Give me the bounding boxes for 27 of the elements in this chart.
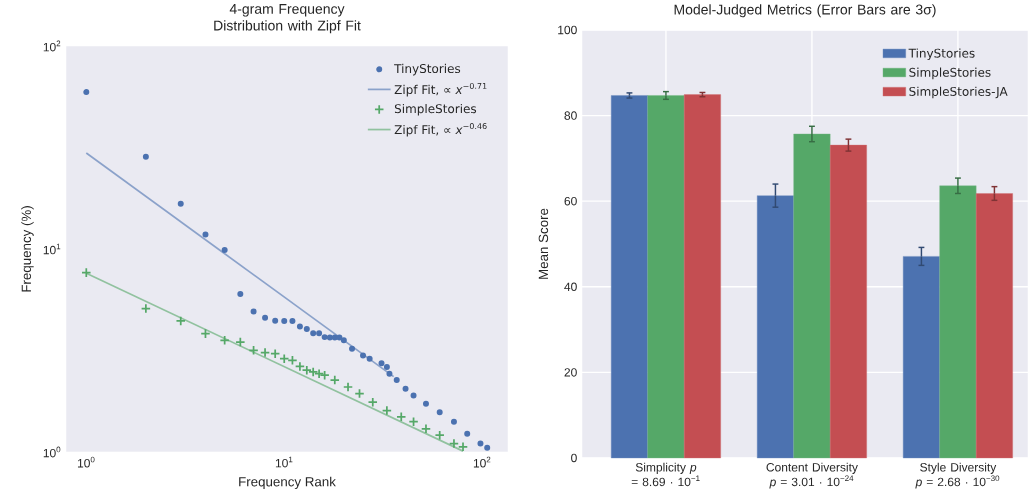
x-axis-title: Frequency Rank xyxy=(239,476,336,490)
y-tick-label: 100 xyxy=(558,25,577,35)
y-tick-label: 40 xyxy=(564,282,577,292)
legend-label: SimpleStories xyxy=(909,67,991,80)
y-tick-label: 10$^{0}$ xyxy=(43,446,61,458)
x-tick-label: 10$^{2}$ xyxy=(473,456,491,468)
x-tick-label: 10$^{1}$ xyxy=(275,456,293,468)
x-tick-label: Simplicity p = 8.69 · 10$^{−1}$ xyxy=(631,462,700,487)
legend-label: SimpleStories-JA xyxy=(909,86,1008,99)
legend-label: SimpleStories xyxy=(394,103,477,116)
chart-title: Model-Judged Metrics (Error Bars are 3σ) xyxy=(674,4,936,18)
x-tick-label: 10$^{0}$ xyxy=(77,456,95,468)
y-tick-label: 0 xyxy=(571,453,577,463)
y-tick-label: 60 xyxy=(564,196,577,206)
y-axis-title: Mean Score xyxy=(538,208,549,279)
legend-label: TinyStories xyxy=(908,48,975,61)
legend-label: TinyStories xyxy=(394,63,461,76)
y-axis-title: Frequency (%) xyxy=(21,206,34,292)
legend-label: Zipf Fit, ∝ x$^{−0.71}$ xyxy=(394,82,487,97)
y-tick-label: 10$^{1}$ xyxy=(43,243,61,255)
x-tick-label: Content Diversity p = 3.01 · 10$^{−24}$ xyxy=(766,462,858,489)
legend-label: Zipf Fit, ∝ x$^{−0.46}$ xyxy=(394,123,487,137)
y-tick-label: 10$^{2}$ xyxy=(43,40,61,52)
x-tick-label: Style Diversity p = 2.68 · 10$^{−30}$ xyxy=(915,462,1000,489)
chart-title: 4-gram Frequency Distribution with Zipf Fit xyxy=(214,4,361,34)
y-tick-label: 20 xyxy=(564,368,577,377)
y-tick-label: 80 xyxy=(564,111,577,120)
